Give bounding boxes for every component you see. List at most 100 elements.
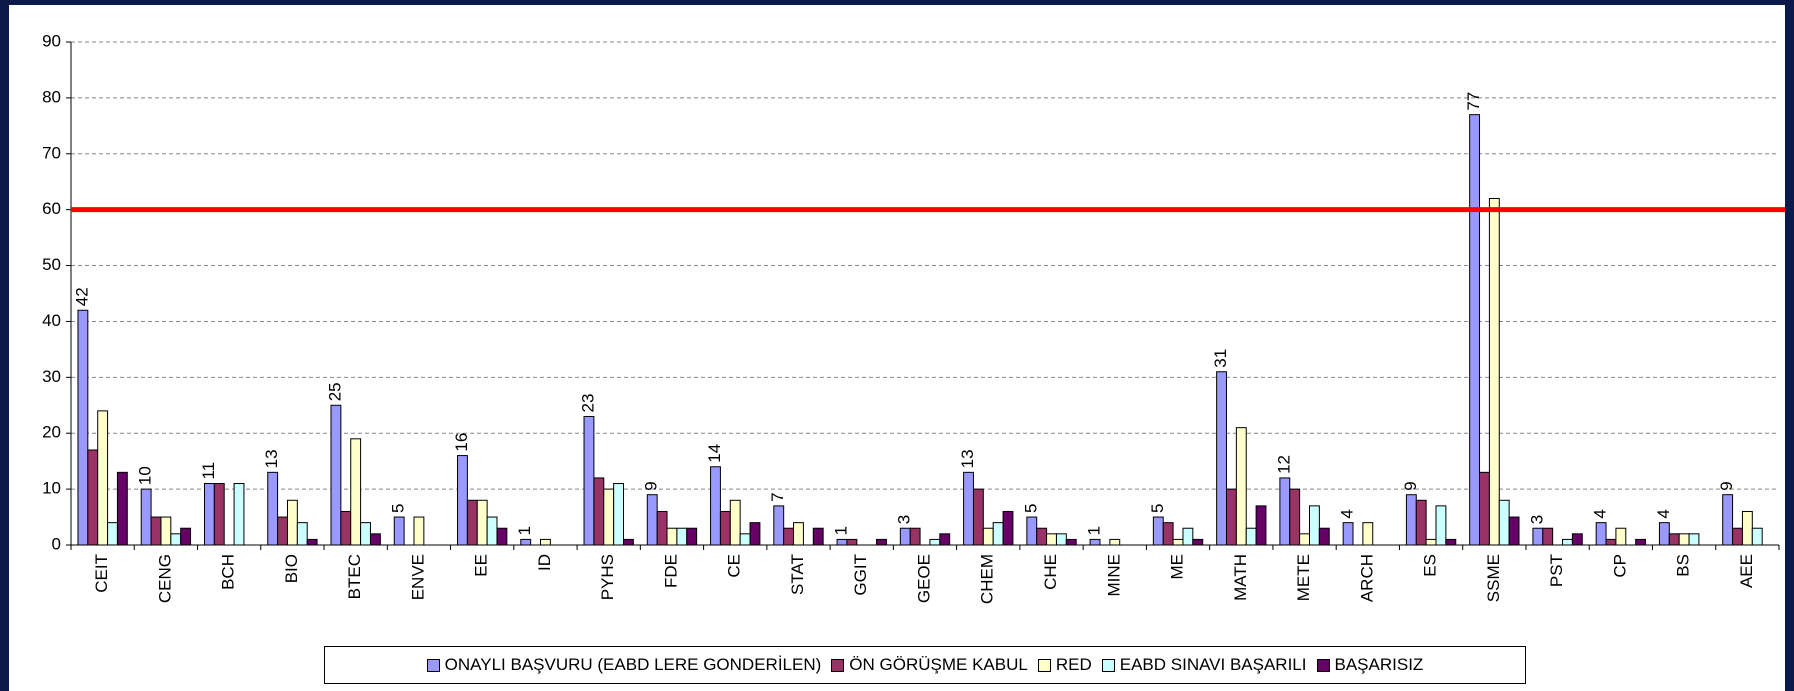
bar bbox=[1362, 522, 1374, 546]
y-tick-label: 10 bbox=[42, 479, 61, 498]
y-tick-label: 90 bbox=[42, 31, 61, 50]
legend-item: ONAYLI BAŞVURU (EABD LERE GONDERİLEN) bbox=[426, 655, 822, 675]
x-tick-label: GGIT bbox=[851, 554, 870, 596]
bar bbox=[1109, 538, 1121, 546]
bar bbox=[963, 471, 974, 546]
legend: ONAYLI BAŞVURU (EABD LERE GONDERİLEN) ÖN … bbox=[324, 646, 1526, 684]
data-label: 4 bbox=[1654, 509, 1673, 518]
bar bbox=[1405, 494, 1417, 546]
data-label: 9 bbox=[1717, 481, 1736, 490]
bar bbox=[583, 415, 595, 546]
bar bbox=[87, 449, 99, 546]
bar bbox=[939, 533, 951, 546]
bar bbox=[1342, 522, 1354, 546]
x-tick-label: STAT bbox=[788, 554, 807, 595]
bar bbox=[1065, 538, 1077, 546]
data-label: 12 bbox=[1274, 455, 1293, 474]
x-tick-label: ES bbox=[1421, 554, 1440, 577]
bar bbox=[1089, 538, 1101, 546]
data-label: 9 bbox=[1401, 481, 1420, 490]
data-label: 25 bbox=[325, 382, 344, 401]
bar bbox=[899, 527, 911, 546]
bar bbox=[656, 510, 668, 546]
legend-swatch bbox=[426, 658, 440, 672]
legend-label: RED bbox=[1055, 655, 1092, 674]
bar bbox=[306, 538, 318, 546]
bar bbox=[77, 309, 89, 546]
bar bbox=[676, 527, 688, 546]
data-label: 10 bbox=[136, 466, 155, 485]
bar bbox=[1162, 522, 1174, 546]
bar bbox=[783, 527, 795, 546]
bar bbox=[1299, 533, 1310, 546]
data-label: 3 bbox=[1527, 515, 1546, 524]
data-label: 14 bbox=[705, 444, 724, 463]
x-tick-label: FDE bbox=[661, 554, 680, 588]
bar bbox=[267, 471, 279, 546]
bar bbox=[1182, 527, 1194, 546]
bar bbox=[457, 455, 468, 546]
bar bbox=[1751, 527, 1763, 546]
bar bbox=[666, 527, 678, 546]
y-tick-label: 60 bbox=[42, 199, 61, 218]
bar bbox=[1741, 510, 1753, 546]
bar bbox=[330, 404, 342, 546]
bar bbox=[496, 527, 508, 546]
bar bbox=[613, 483, 625, 546]
bar bbox=[646, 494, 658, 546]
y-tick-label: 50 bbox=[42, 255, 61, 274]
bar bbox=[466, 499, 478, 546]
y-tick-label: 20 bbox=[42, 423, 61, 442]
bar bbox=[340, 510, 352, 546]
bar bbox=[1235, 427, 1247, 546]
bar bbox=[350, 438, 362, 546]
x-tick-label: BCH bbox=[219, 554, 238, 590]
bar bbox=[1172, 538, 1184, 546]
bar bbox=[1289, 488, 1301, 546]
x-tick-label: EE bbox=[472, 554, 491, 577]
bar bbox=[1026, 516, 1038, 546]
data-label: 42 bbox=[72, 287, 91, 306]
bar bbox=[1318, 527, 1330, 546]
x-tick-label: ENVE bbox=[408, 554, 427, 600]
x-tick-label: ARCH bbox=[1357, 554, 1376, 602]
legend-item: EABD SINAVI BAŞARILI bbox=[1101, 655, 1307, 675]
x-tick-label: BIO bbox=[282, 554, 301, 583]
bar bbox=[1255, 505, 1267, 546]
bar bbox=[360, 522, 371, 546]
data-label: 1 bbox=[831, 526, 850, 535]
data-label: 4 bbox=[1591, 509, 1610, 518]
data-label: 7 bbox=[768, 492, 787, 501]
bar bbox=[1498, 499, 1510, 546]
x-tick-label: AEE bbox=[1737, 554, 1756, 588]
x-tick-label: BS bbox=[1674, 554, 1693, 577]
bar bbox=[972, 488, 984, 546]
legend-swatch bbox=[1037, 658, 1051, 672]
data-label: 11 bbox=[199, 462, 218, 480]
y-tick-label: 70 bbox=[42, 143, 61, 162]
bar bbox=[413, 516, 425, 546]
bar bbox=[116, 471, 128, 546]
legend-label: ONAYLI BAŞVURU (EABD LERE GONDERİLEN) bbox=[444, 655, 822, 674]
x-tick-label: CP bbox=[1610, 554, 1629, 578]
x-tick-label: MATH bbox=[1231, 554, 1250, 601]
bar bbox=[603, 488, 615, 546]
bar bbox=[97, 410, 109, 546]
x-tick-label: PYHS bbox=[598, 554, 617, 600]
data-label: 5 bbox=[1148, 504, 1167, 513]
bar bbox=[593, 477, 605, 546]
data-label: 16 bbox=[452, 433, 471, 452]
bar bbox=[233, 483, 245, 546]
bar bbox=[393, 516, 405, 546]
data-label: 31 bbox=[1211, 349, 1230, 368]
data-label: 13 bbox=[958, 449, 977, 468]
x-tick-label: SSME bbox=[1484, 554, 1503, 602]
bar bbox=[1479, 471, 1490, 546]
bar bbox=[749, 522, 761, 546]
data-label: 5 bbox=[389, 504, 408, 513]
legend-item: BAŞARISIZ bbox=[1316, 655, 1423, 675]
bar bbox=[846, 538, 858, 546]
bar bbox=[1595, 522, 1607, 546]
bar bbox=[1046, 533, 1057, 546]
